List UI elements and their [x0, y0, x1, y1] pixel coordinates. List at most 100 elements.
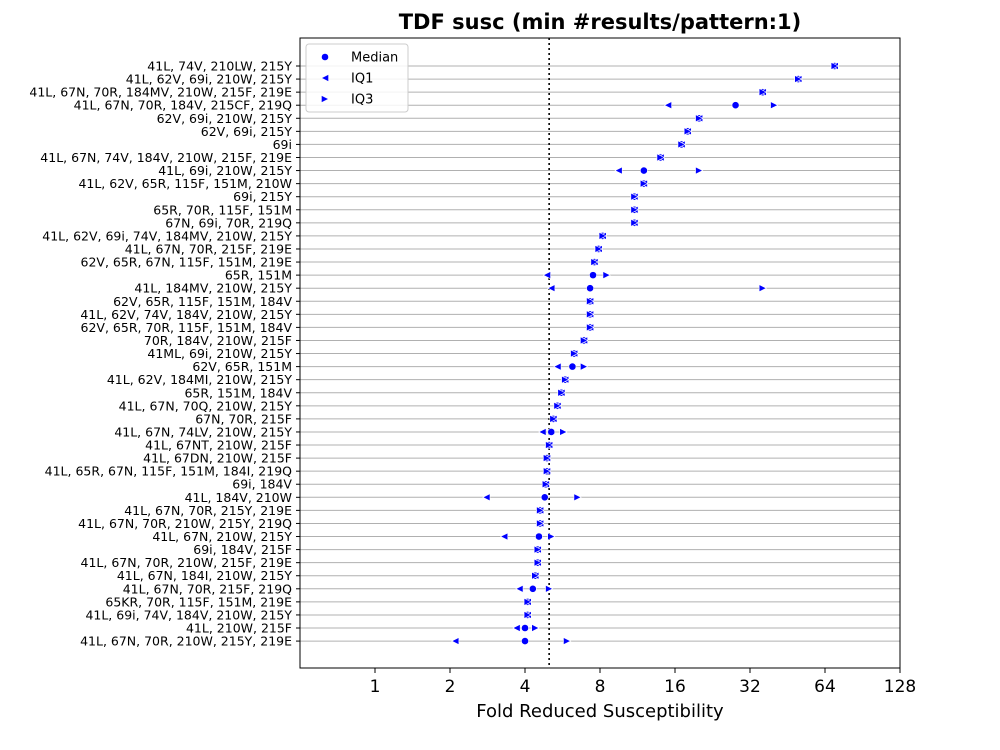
y-tick-label: 41L, 62V, 69i, 210W, 215Y — [126, 72, 293, 87]
y-tick-label: 41L, 67N, 70R, 210W, 215F, 219E — [81, 555, 293, 570]
iq3-point — [580, 362, 589, 371]
legend-label: IQ3 — [351, 93, 373, 108]
y-tick-label: 70R, 184V, 210W, 215F — [144, 333, 292, 348]
iq3-point — [794, 74, 803, 84]
iq3-point — [533, 545, 543, 554]
iq3-point — [758, 88, 768, 97]
y-tick-label: 65R, 151M — [225, 268, 292, 283]
x-axis-ticks: 1 2 4 8 16 32 64 128 — [370, 668, 916, 697]
iq3-point — [586, 323, 595, 332]
y-tick-label: 41L, 67DN, 210W, 215F — [143, 451, 292, 466]
y-tick-label: 65R, 151M, 184V — [184, 385, 292, 400]
median-point — [521, 637, 529, 645]
median-point — [731, 101, 740, 110]
y-tick-label: 41L, 67N, 70R, 210W, 215Y, 219E — [80, 634, 292, 649]
y-tick-label: 41L, 62V, 69i, 74V, 184MV, 210W, 215Y — [42, 228, 292, 243]
y-tick-label: 41L, 69i, 210W, 215Y — [158, 163, 292, 178]
gridlines — [300, 65, 900, 642]
iq3-point — [545, 584, 554, 593]
iq3-point — [695, 166, 704, 175]
iq3-point — [586, 310, 595, 319]
iq3-point — [533, 558, 543, 567]
y-tick-label: 41L, 184V, 210W — [185, 490, 292, 505]
y-tick-label: 41L, 67N, 74V, 184V, 210W, 215F, 219E — [40, 150, 292, 165]
iq1-point — [547, 284, 556, 293]
y-tick-label: 41L, 67N, 70R, 215F, 219Q — [123, 581, 292, 596]
y-tick-label: 62V, 65R, 70R, 115F, 151M, 184V — [81, 320, 293, 335]
y-tick-label: 65KR, 70R, 115F, 151M, 219E — [105, 594, 292, 609]
iq1-point — [451, 636, 460, 646]
y-tick-label: 41L, 67N, 184I, 210W, 215Y — [117, 568, 293, 583]
x-tick-label: 128 — [884, 677, 916, 697]
median-point — [521, 624, 529, 632]
y-tick-label: 65R, 70R, 115F, 151M — [153, 202, 292, 217]
iq3-point — [586, 297, 595, 306]
iq3-point — [531, 571, 540, 580]
y-tick-label: 69i, 184V, 215F — [193, 542, 292, 557]
y-tick-label: 41L, 67N, 70R, 184MV, 210W, 215F, 219E — [29, 85, 292, 100]
iq3-point — [559, 427, 568, 437]
y-tick-label: 62V, 65R, 115F, 151M, 184V — [113, 294, 292, 309]
y-tick-label: 69i, 215Y — [233, 189, 292, 204]
median-point — [589, 271, 597, 280]
iq3-point — [677, 140, 686, 149]
legend-label: Median — [351, 51, 398, 66]
iq3-point — [630, 218, 639, 227]
iq3-point — [549, 414, 558, 423]
y-tick-label: 41L, 67N, 210W, 215Y — [152, 529, 292, 544]
y-tick-label: 41L, 74V, 210LW, 215Y — [147, 59, 292, 74]
legend-box — [305, 43, 409, 113]
y-tick-label: 41L, 67N, 70R, 215Y, 219E — [124, 503, 292, 518]
y-tick-label: 41L, 67N, 70R, 210W, 215Y, 219Q — [78, 516, 292, 531]
iq3-point — [590, 257, 599, 267]
median-point — [547, 428, 556, 436]
iq3-point — [536, 506, 545, 515]
y-tick-label: 41L, 67N, 70R, 215F, 219E — [125, 241, 292, 256]
median-point — [535, 532, 543, 541]
y-tick-label: 41L, 67N, 74LV, 210W, 215Y — [114, 424, 292, 439]
chart-title: TDF susc (min #results/pattern:1) — [399, 10, 802, 34]
iq3-point — [630, 192, 639, 201]
y-tick-label: 62V, 69i, 210W, 215Y — [157, 111, 293, 126]
iq1-point — [515, 584, 524, 593]
iq3-point — [536, 519, 545, 528]
plot-area-frame — [299, 37, 901, 669]
iq3-point — [547, 532, 556, 541]
iq1-point — [499, 532, 509, 541]
legend-label: IQ1 — [351, 72, 373, 87]
median-point — [540, 493, 549, 502]
median-point — [528, 584, 537, 593]
iq3-point — [563, 636, 572, 646]
iq3-point — [630, 205, 639, 214]
iq3-point — [545, 440, 554, 450]
iq3-point — [543, 467, 552, 476]
x-tick-label: 1 — [370, 677, 381, 697]
iq3-point — [557, 388, 566, 397]
iq3-point — [523, 610, 532, 620]
iq3-point — [598, 231, 607, 240]
x-tick-label: 16 — [664, 677, 686, 697]
iq3-point — [594, 244, 603, 254]
iq3-point — [523, 597, 532, 606]
x-tick-label: 32 — [739, 677, 761, 697]
iq1-point — [512, 623, 521, 633]
y-tick-label: 41L, 67N, 70R, 184V, 215CF, 219Q — [74, 98, 292, 113]
iq1-point — [538, 427, 547, 437]
median-point — [586, 284, 594, 293]
iq3-point — [561, 375, 570, 384]
median-point — [639, 166, 648, 175]
iq3-point — [656, 153, 665, 162]
iq3-point — [695, 114, 704, 123]
y-tick-label: 41ML, 69i, 210W, 215Y — [147, 346, 292, 361]
x-tick-label: 4 — [520, 677, 531, 697]
y-tick-label: 41L, 184MV, 210W, 215Y — [134, 281, 292, 296]
y-tick-label: 62V, 65R, 67N, 115F, 151M, 219E — [81, 255, 293, 270]
iq1-point — [542, 271, 551, 280]
y-tick-label: 67N, 69i, 70R, 219Q — [165, 215, 292, 230]
y-tick-label: 41L, 62V, 184MI, 210W, 215Y — [107, 372, 293, 387]
y-tick-label: 41L, 67N, 70Q, 210W, 215Y — [119, 398, 293, 413]
legend-marker-iq3 — [321, 94, 330, 104]
iq3-point — [758, 284, 768, 293]
iq1-point — [614, 166, 623, 175]
